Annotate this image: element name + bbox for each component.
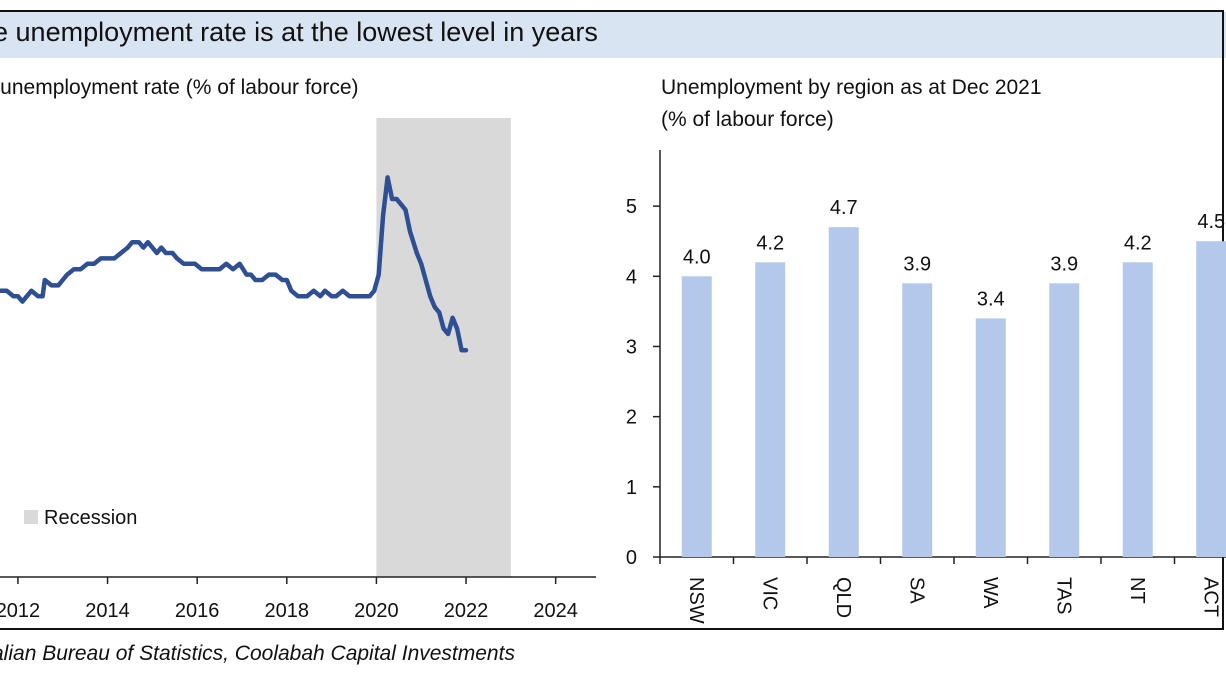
- unemployment-line: [0, 175, 469, 353]
- bar-qld: [828, 227, 859, 558]
- bar-chart: 0 1 2 3 4 5 4.0 NSW 4.2 VIC 4.7 QLD 3.9 SA 3.4 WA 3.9 TAS…: [626, 150, 1226, 624]
- data-label-nsw: 4.0: [683, 246, 711, 268]
- x-tick-label: 2016: [175, 600, 220, 622]
- data-label-vic: 4.2: [756, 232, 784, 254]
- line-chart-title: al unemployment rate (% of labour force): [0, 76, 359, 99]
- category-label-vic: VIC: [758, 577, 780, 610]
- data-label-nt: 4.2: [1124, 232, 1152, 254]
- data-label-qld: 4.7: [830, 197, 858, 219]
- data-label-act: 4.5: [1197, 211, 1225, 233]
- bar-wa: [975, 318, 1006, 557]
- x-tick-label: 2024: [533, 600, 578, 622]
- category-label-qld: QLD: [832, 577, 854, 618]
- legend-label: Recession: [44, 507, 137, 529]
- bar-sa: [902, 283, 933, 557]
- data-label-wa: 3.4: [977, 288, 1005, 310]
- y-tick-label: 5: [626, 196, 637, 218]
- data-label-sa: 3.9: [903, 253, 931, 275]
- bar-chart-title: Unemployment by region as at Dec 2021: [661, 76, 1042, 99]
- y-tick-label: 1: [626, 477, 637, 499]
- x-tick-label: 2014: [85, 600, 130, 622]
- x-tick-label: 2020: [354, 600, 399, 622]
- title-band: [0, 12, 1226, 58]
- category-label-tas: TAS: [1052, 577, 1074, 614]
- x-tick-label: 2018: [265, 600, 310, 622]
- source-note: alian Bureau of Statistics, Coolabah Cap…: [0, 642, 515, 665]
- bar-vic: [755, 262, 786, 557]
- x-tick-label: 2022: [444, 600, 489, 622]
- bar-tas: [1049, 283, 1080, 557]
- category-label-nsw: NSW: [685, 577, 707, 624]
- bar-chart-subtitle: (% of labour force): [661, 108, 834, 131]
- line-chart: 2012 2014 2016 2018 2020 2022 2024 Recession: [0, 118, 596, 622]
- bar-nsw: [681, 276, 712, 557]
- x-tick-label: 2012: [0, 600, 40, 622]
- y-tick-label: 3: [626, 336, 637, 358]
- bar-nt: [1122, 262, 1153, 557]
- y-tick-label: 2: [626, 407, 637, 429]
- bar-act: [1196, 241, 1226, 558]
- recession-shading: [376, 118, 511, 577]
- data-label-tas: 3.9: [1050, 253, 1078, 275]
- legend-swatch: [24, 510, 38, 524]
- category-label-wa: WA: [979, 577, 1001, 609]
- category-label-act: ACT: [1199, 577, 1221, 617]
- y-tick-label: 4: [626, 266, 637, 288]
- category-label-nt: NT: [1126, 577, 1148, 604]
- category-label-sa: SA: [905, 577, 927, 604]
- y-tick-label: 0: [626, 547, 637, 569]
- page-title: he unemployment rate is at the lowest le…: [0, 17, 598, 47]
